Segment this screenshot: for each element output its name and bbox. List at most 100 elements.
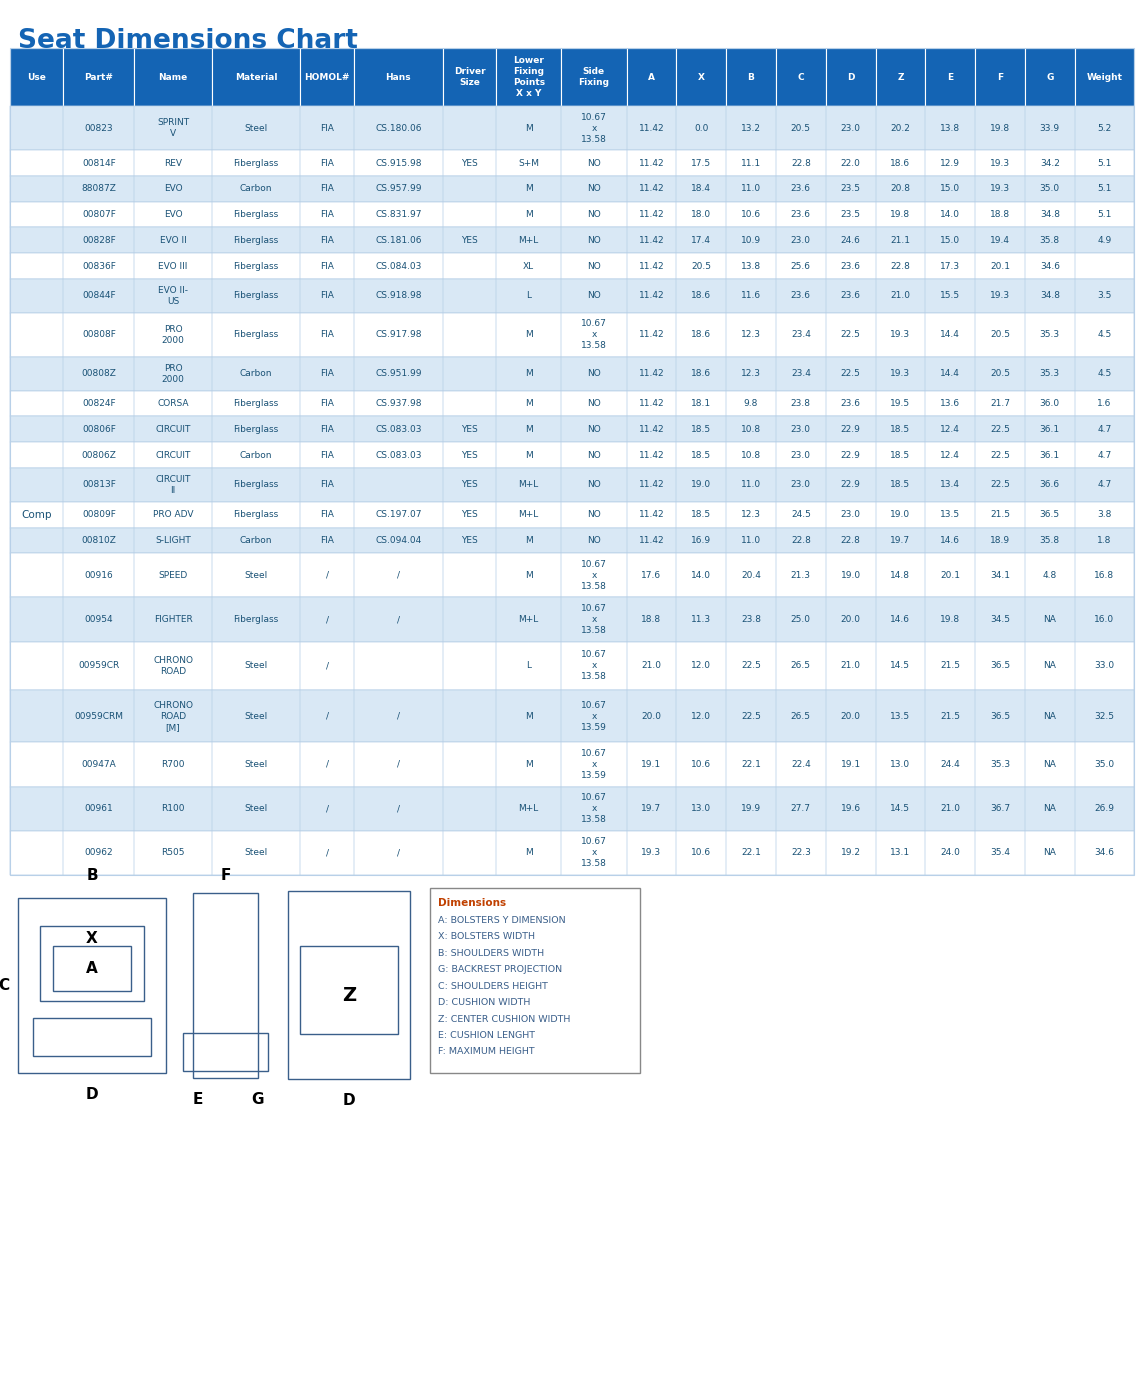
Bar: [776, 253, 826, 278]
Text: FIA: FIA: [320, 370, 334, 378]
Text: 11.0: 11.0: [741, 536, 761, 544]
Bar: [1074, 391, 1134, 417]
Text: L: L: [526, 291, 531, 301]
Text: 11.42: 11.42: [638, 123, 665, 133]
Text: NO: NO: [587, 481, 601, 489]
Bar: [925, 597, 975, 641]
Text: 4.5: 4.5: [1097, 370, 1112, 378]
Text: 18.5: 18.5: [890, 425, 911, 434]
Bar: [1025, 150, 1074, 176]
Bar: [63, 690, 135, 742]
Bar: [135, 253, 212, 278]
Text: 5.1: 5.1: [1097, 159, 1112, 168]
Text: 36.1: 36.1: [1040, 450, 1059, 460]
Text: 34.1: 34.1: [990, 571, 1010, 580]
Bar: [925, 48, 975, 107]
Bar: [975, 417, 1025, 442]
Text: 13.4: 13.4: [940, 481, 960, 489]
Bar: [10, 690, 1134, 742]
Bar: [1025, 227, 1074, 253]
Text: 10.67
x
13.58: 10.67 x 13.58: [581, 838, 606, 868]
Text: 11.42: 11.42: [638, 399, 665, 409]
Text: 35.3: 35.3: [1040, 370, 1059, 378]
Bar: [627, 553, 676, 597]
Text: 34.8: 34.8: [1040, 291, 1059, 301]
Text: 00916: 00916: [85, 571, 113, 580]
Bar: [826, 107, 875, 150]
Bar: [975, 641, 1025, 690]
Text: Steel: Steel: [245, 849, 268, 857]
Text: 12.0: 12.0: [691, 712, 712, 720]
Text: REV: REV: [164, 159, 182, 168]
Bar: [726, 313, 776, 357]
Text: 11.42: 11.42: [638, 291, 665, 301]
Bar: [10, 417, 1134, 442]
Text: YES: YES: [461, 481, 478, 489]
Text: L: L: [526, 662, 531, 670]
Bar: [776, 690, 826, 742]
Bar: [562, 253, 627, 278]
Text: 21.0: 21.0: [642, 662, 661, 670]
Text: 21.0: 21.0: [940, 805, 960, 813]
Bar: [212, 357, 301, 391]
Text: 12.4: 12.4: [940, 425, 960, 434]
Bar: [676, 48, 726, 107]
Bar: [1074, 787, 1134, 831]
Text: 19.8: 19.8: [890, 211, 911, 219]
Bar: [10, 227, 63, 253]
Bar: [63, 278, 135, 313]
Text: NO: NO: [587, 211, 601, 219]
Bar: [135, 690, 212, 742]
Text: 22.0: 22.0: [841, 159, 860, 168]
Bar: [676, 468, 726, 501]
Text: M+L: M+L: [518, 510, 539, 519]
Bar: [562, 48, 627, 107]
Text: 13.8: 13.8: [741, 262, 761, 270]
Bar: [10, 357, 63, 391]
Bar: [301, 468, 353, 501]
Bar: [826, 202, 875, 227]
Bar: [430, 888, 639, 1073]
Text: M+L: M+L: [518, 805, 539, 813]
Text: Steel: Steel: [245, 760, 268, 769]
Bar: [975, 107, 1025, 150]
Text: FIA: FIA: [320, 235, 334, 245]
Text: NO: NO: [587, 291, 601, 301]
Bar: [212, 48, 301, 107]
Bar: [726, 831, 776, 875]
Text: 10.9: 10.9: [741, 235, 761, 245]
Bar: [676, 442, 726, 468]
Bar: [353, 442, 443, 468]
Text: FIA: FIA: [320, 510, 334, 519]
Text: YES: YES: [461, 159, 478, 168]
Text: CIRCUIT: CIRCUIT: [156, 450, 191, 460]
Bar: [726, 176, 776, 202]
Text: 34.2: 34.2: [1040, 159, 1059, 168]
Text: M: M: [525, 849, 533, 857]
Text: 18.6: 18.6: [890, 159, 911, 168]
Bar: [562, 278, 627, 313]
Bar: [1074, 831, 1134, 875]
Bar: [1025, 528, 1074, 553]
Text: Weight: Weight: [1087, 72, 1122, 82]
Bar: [1074, 202, 1134, 227]
Text: 23.0: 23.0: [841, 510, 860, 519]
Bar: [301, 641, 353, 690]
Bar: [212, 742, 301, 787]
Bar: [443, 176, 496, 202]
Text: 00823: 00823: [85, 123, 113, 133]
Bar: [826, 278, 875, 313]
Text: 23.6: 23.6: [841, 291, 860, 301]
Text: CS.831.97: CS.831.97: [375, 211, 421, 219]
Bar: [726, 107, 776, 150]
Text: /: /: [397, 615, 399, 625]
Bar: [301, 357, 353, 391]
Text: Fiberglass: Fiberglass: [233, 291, 279, 301]
Text: XL: XL: [523, 262, 534, 270]
Text: CS.957.99: CS.957.99: [375, 184, 421, 194]
Bar: [875, 690, 925, 742]
Bar: [443, 107, 496, 150]
Bar: [925, 357, 975, 391]
Text: 11.0: 11.0: [741, 184, 761, 194]
Bar: [63, 357, 135, 391]
